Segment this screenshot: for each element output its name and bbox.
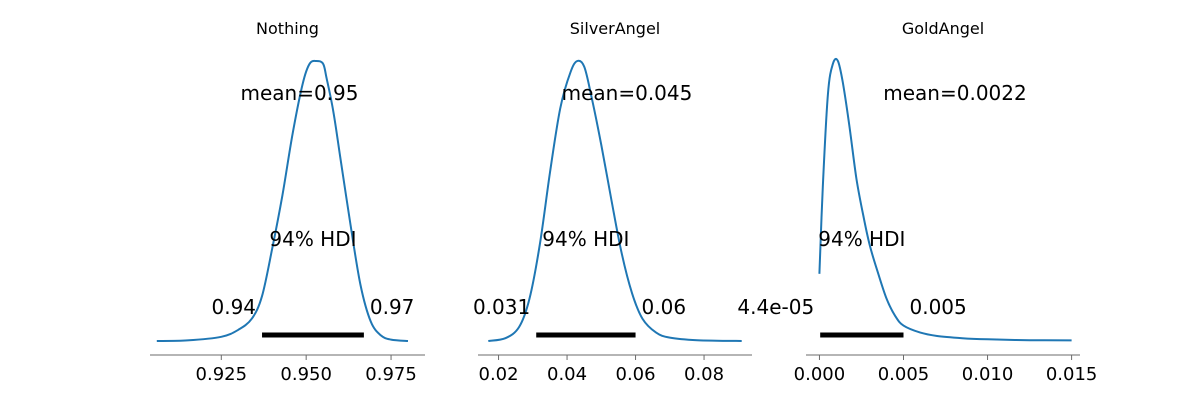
hdi-high-label: 0.005 — [909, 295, 966, 319]
panel-title: GoldAngel — [902, 19, 984, 38]
hdi-label: 94% HDI — [542, 227, 629, 251]
hdi-high-label: 0.97 — [370, 295, 415, 319]
mean-label: mean=0.045 — [562, 81, 693, 105]
density-curve — [488, 59, 742, 342]
panel-title: SilverAngel — [570, 19, 660, 38]
x-tick-label: 0.925 — [196, 364, 248, 385]
x-tick-label: 0.005 — [878, 364, 930, 385]
panel-silverangel: SilverAngel mean=0.045 94% HDI 0.031 0.06 0.0… — [473, 19, 752, 385]
mean-label: mean=0.95 — [240, 81, 358, 105]
hdi-low-label: 0.031 — [473, 295, 530, 319]
hdi-high-label: 0.06 — [642, 295, 687, 319]
x-tick-label: 0.950 — [280, 364, 332, 385]
hdi-label: 94% HDI — [818, 227, 905, 251]
density-curve — [818, 57, 1072, 342]
x-tick-label: 0.06 — [616, 364, 656, 385]
x-tick-label: 0.975 — [365, 364, 417, 385]
mean-label: mean=0.0022 — [883, 81, 1026, 105]
density-curve — [156, 59, 409, 342]
hdi-low-label: 4.4e-05 — [737, 295, 814, 319]
x-tick-label: 0.000 — [794, 364, 846, 385]
x-tick-label: 0.010 — [962, 364, 1014, 385]
x-tick-label: 0.015 — [1046, 364, 1098, 385]
panel-title: Nothing — [256, 19, 319, 38]
x-tick-label: 0.04 — [547, 364, 587, 385]
panel-nothing: Nothing mean=0.95 94% HDI 0.94 0.97 0.925 0.95… — [150, 19, 425, 385]
hdi-low-label: 0.94 — [212, 295, 257, 319]
hdi-label: 94% HDI — [269, 227, 356, 251]
x-tick-label: 0.02 — [479, 364, 519, 385]
x-tick-label: 0.08 — [684, 364, 724, 385]
panel-goldangel: GoldAngel mean=0.0022 94% HDI 4.4e-05 0.005 0… — [737, 19, 1097, 385]
